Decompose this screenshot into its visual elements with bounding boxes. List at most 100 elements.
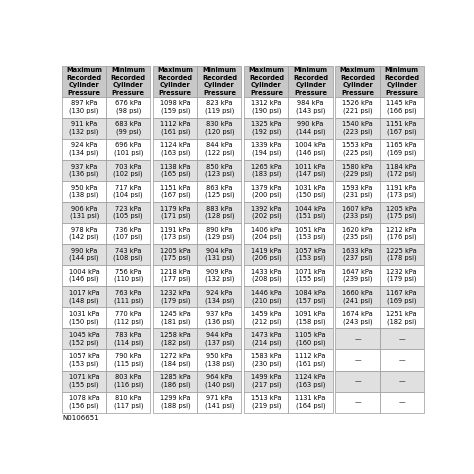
Bar [153,181,197,202]
Bar [197,97,241,118]
Bar [62,97,106,118]
Text: 1017 kPa
(148 psi): 1017 kPa (148 psi) [69,290,100,303]
Bar [336,392,380,413]
Text: N0106651: N0106651 [62,415,99,420]
Text: 1165 kPa
(169 psi): 1165 kPa (169 psi) [386,143,417,156]
Text: 1526 kPa
(221 psi): 1526 kPa (221 psi) [342,100,373,114]
Text: 984 kPa
(143 psi): 984 kPa (143 psi) [296,100,325,114]
Bar [336,349,380,371]
Bar [289,223,333,244]
Bar [245,265,289,286]
Bar [197,244,241,265]
Bar [197,349,241,371]
Bar [106,181,150,202]
Bar [245,160,289,181]
Bar [289,139,333,160]
Text: 1593 kPa
(231 psi): 1593 kPa (231 psi) [342,185,373,198]
Text: Minimum
Recorded
Cylinder
Pressure: Minimum Recorded Cylinder Pressure [111,67,146,95]
Text: 1031 kPa
(150 psi): 1031 kPa (150 psi) [295,185,326,198]
Bar [62,66,106,97]
Text: 1265 kPa
(183 psi): 1265 kPa (183 psi) [251,164,282,177]
Text: 743 kPa
(108 psi): 743 kPa (108 psi) [113,248,143,261]
Text: 823 kPa
(119 psi): 823 kPa (119 psi) [205,100,234,114]
Text: 1145 kPa
(166 psi): 1145 kPa (166 psi) [386,100,417,114]
Bar [153,202,197,223]
Bar [106,392,150,413]
Bar [245,118,289,139]
Bar [62,139,106,160]
Text: 1078 kPa
(156 psi): 1078 kPa (156 psi) [69,395,100,409]
Text: 803 kPa
(116 psi): 803 kPa (116 psi) [114,374,143,388]
Bar [245,181,289,202]
Bar [106,328,150,349]
Bar [153,160,197,181]
Text: 1004 kPa
(146 psi): 1004 kPa (146 psi) [69,269,100,283]
Text: 1167 kPa
(169 psi): 1167 kPa (169 psi) [386,290,417,303]
Bar [245,307,289,328]
Bar [245,371,289,392]
Bar [106,97,150,118]
Text: 1583 kPa
(230 psi): 1583 kPa (230 psi) [251,353,282,367]
Bar [153,97,197,118]
Bar [245,286,289,307]
Bar [380,307,424,328]
Bar [336,244,380,265]
Text: 1184 kPa
(172 psi): 1184 kPa (172 psi) [386,164,417,177]
Text: 1105 kPa
(160 psi): 1105 kPa (160 psi) [295,332,326,346]
Bar [62,286,106,307]
Bar [289,66,333,97]
Text: 1084 kPa
(157 psi): 1084 kPa (157 psi) [295,290,326,303]
Text: 723 kPa
(105 psi): 723 kPa (105 psi) [113,206,143,219]
Text: 944 kPa
(137 psi): 944 kPa (137 psi) [205,332,234,346]
Bar [197,66,241,97]
Text: 770 kPa
(112 psi): 770 kPa (112 psi) [114,311,143,325]
Text: 1205 kPa
(175 psi): 1205 kPa (175 psi) [386,206,417,219]
Bar [197,160,241,181]
Bar [380,181,424,202]
Bar [106,307,150,328]
Bar [289,286,333,307]
Text: 1124 kPa
(163 psi): 1124 kPa (163 psi) [160,143,191,156]
Text: 1218 kPa
(177 psi): 1218 kPa (177 psi) [160,269,191,283]
Bar [289,97,333,118]
Bar [106,349,150,371]
Text: 1553 kPa
(225 psi): 1553 kPa (225 psi) [342,143,373,156]
Bar [153,328,197,349]
Text: 1513 kPa
(219 psi): 1513 kPa (219 psi) [251,395,282,409]
Bar [289,392,333,413]
Text: 1285 kPa
(186 psi): 1285 kPa (186 psi) [160,374,191,388]
Text: 703 kPa
(102 psi): 703 kPa (102 psi) [113,164,143,177]
Text: 1045 kPa
(152 psi): 1045 kPa (152 psi) [69,332,100,346]
Text: 1124 kPa
(163 psi): 1124 kPa (163 psi) [295,374,326,388]
Bar [336,118,380,139]
Text: 1620 kPa
(235 psi): 1620 kPa (235 psi) [342,227,373,240]
Bar [62,118,106,139]
Bar [380,160,424,181]
Text: 1031 kPa
(150 psi): 1031 kPa (150 psi) [69,311,100,325]
Text: 1406 kPa
(204 psi): 1406 kPa (204 psi) [251,227,282,240]
Text: 1191 kPa
(173 psi): 1191 kPa (173 psi) [160,227,191,240]
Bar [106,202,150,223]
Text: —: — [398,399,405,405]
Bar [106,66,150,97]
Text: 1660 kPa
(241 psi): 1660 kPa (241 psi) [342,290,373,303]
Text: 763 kPa
(111 psi): 763 kPa (111 psi) [114,290,143,303]
Text: 1499 kPa
(217 psi): 1499 kPa (217 psi) [251,374,282,388]
Text: —: — [354,399,361,405]
Bar [62,371,106,392]
Bar [106,286,150,307]
Bar [197,392,241,413]
Text: 863 kPa
(125 psi): 863 kPa (125 psi) [205,185,234,198]
Bar [106,223,150,244]
Bar [380,202,424,223]
Text: 850 kPa
(123 psi): 850 kPa (123 psi) [205,164,234,177]
Bar [197,223,241,244]
Text: 1091 kPa
(158 psi): 1091 kPa (158 psi) [295,311,326,325]
Bar [336,328,380,349]
Text: 1112 kPa
(161 psi): 1112 kPa (161 psi) [160,121,191,135]
Bar [197,307,241,328]
Bar [380,139,424,160]
Text: 950 kPa
(138 psi): 950 kPa (138 psi) [205,353,234,367]
Bar [106,371,150,392]
Bar [245,392,289,413]
